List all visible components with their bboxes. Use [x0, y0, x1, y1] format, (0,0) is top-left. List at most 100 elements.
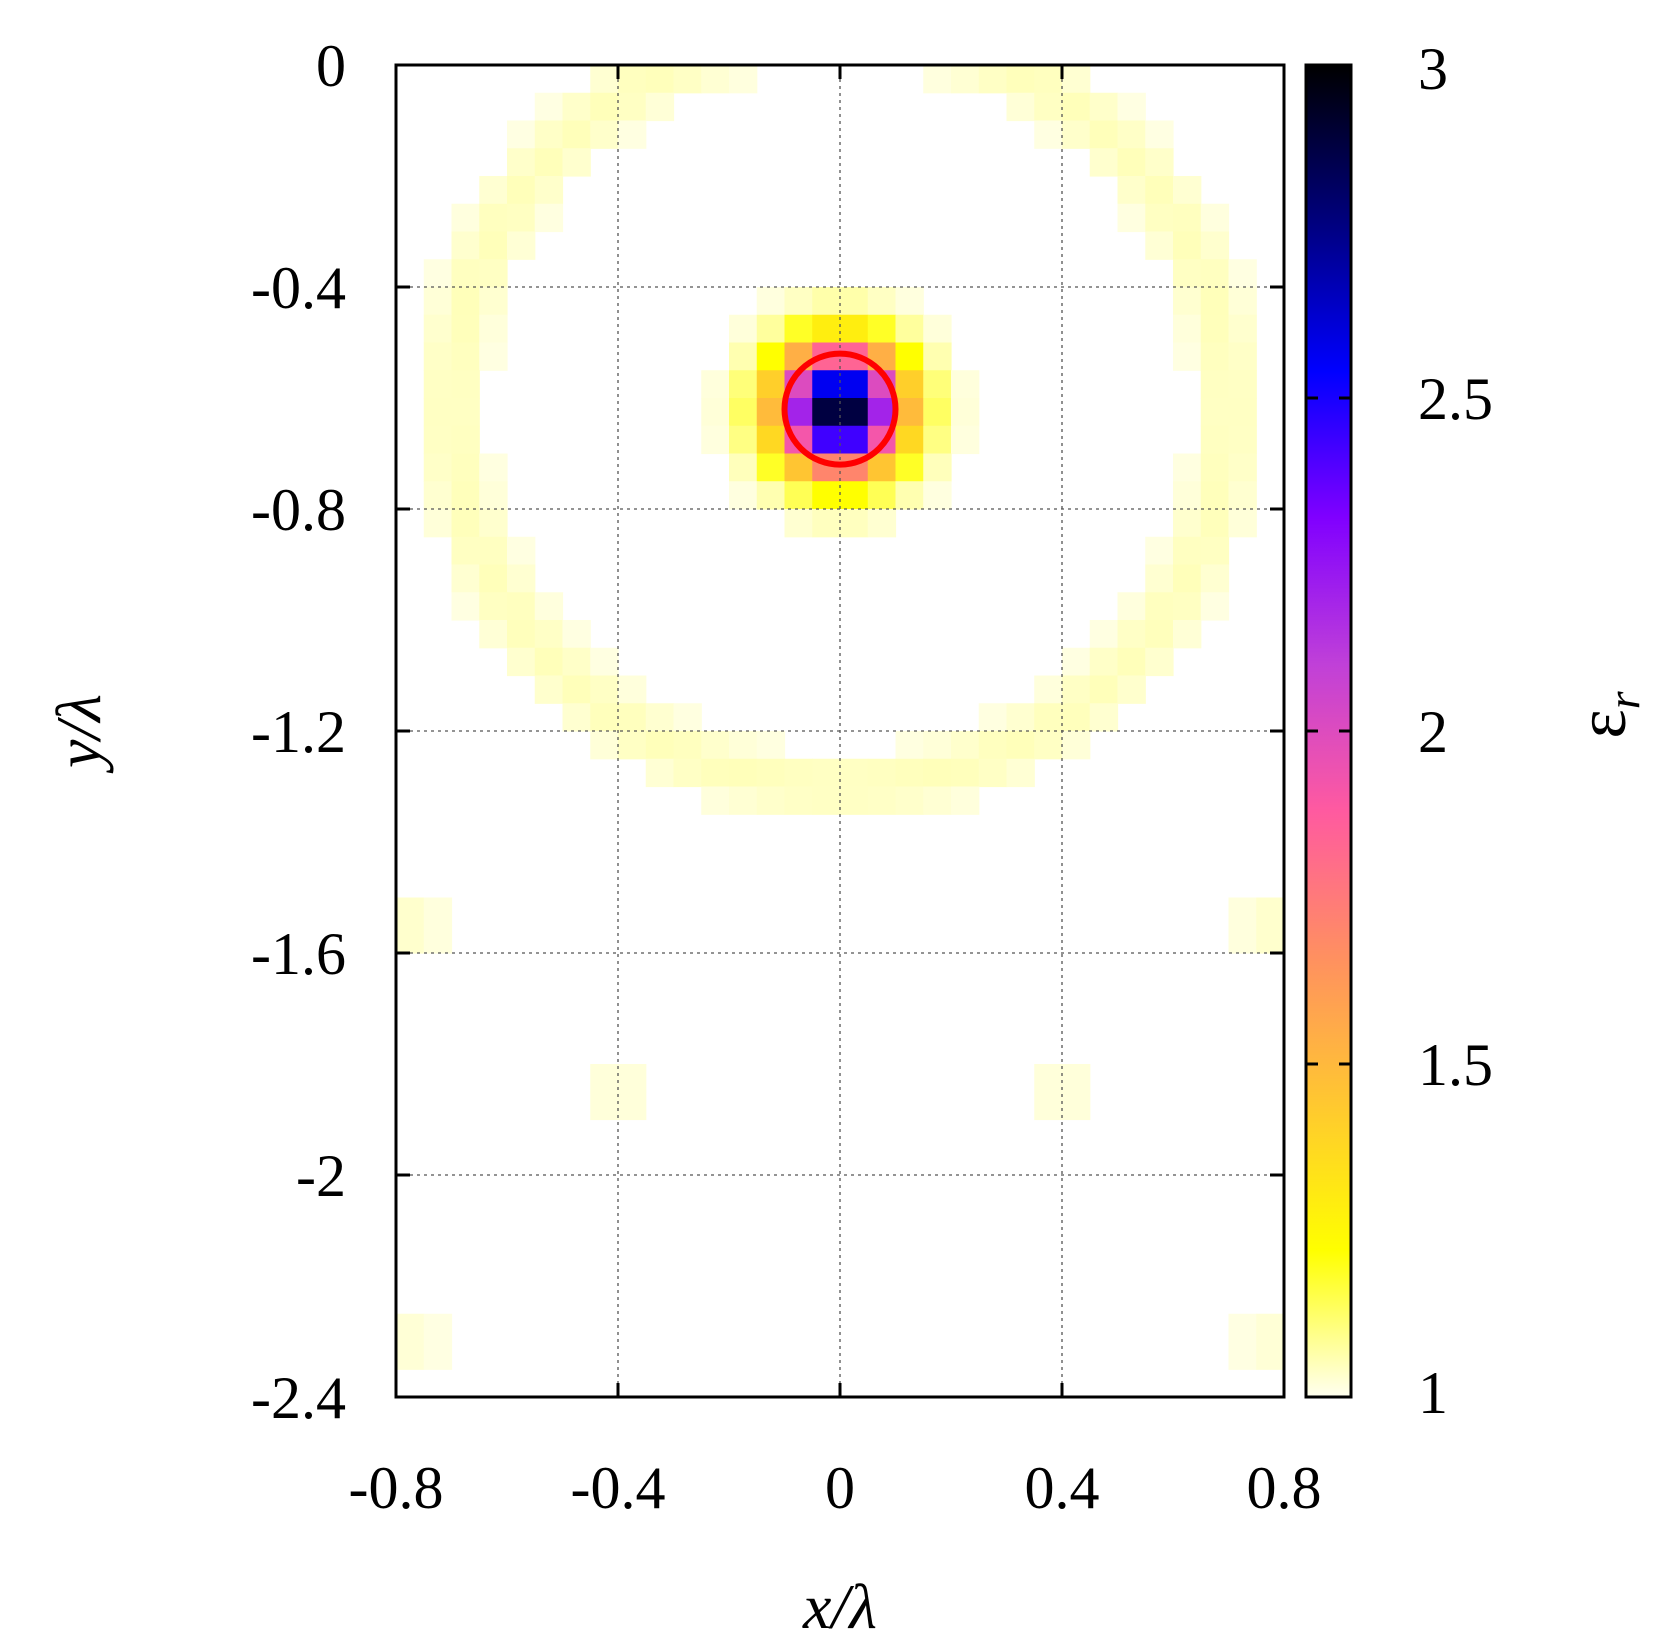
heatmap-cell [756, 758, 786, 788]
heatmap-cell [701, 731, 730, 760]
heatmap-cell [451, 314, 480, 344]
heatmap-cell [895, 342, 924, 371]
heatmap-cell [1006, 65, 1035, 94]
heatmap-cell [701, 758, 730, 788]
heatmap-cell [590, 703, 619, 732]
heatmap-cell [423, 398, 453, 427]
heatmap-cell [1228, 897, 1257, 926]
heatmap-cell [423, 314, 453, 344]
heatmap-cell [1173, 564, 1202, 593]
heatmap-cell [673, 65, 702, 94]
heatmap-cell [534, 92, 564, 122]
heatmap-cell [1145, 620, 1174, 649]
heatmap-cell [840, 758, 869, 788]
heatmap-cell [701, 398, 730, 427]
heatmap-cell [673, 758, 702, 788]
heatmap-cell [423, 453, 453, 482]
heatmap-cell [507, 592, 536, 621]
heatmap-cell [895, 786, 924, 815]
heatmap-cell [1200, 314, 1230, 344]
heatmap-cell [1117, 148, 1146, 177]
heatmap-cell [1062, 120, 1091, 149]
heatmap-cell [1173, 592, 1202, 621]
heatmap-cell [840, 786, 869, 815]
heatmap-cell [1228, 259, 1257, 288]
heatmap-cell [1173, 287, 1202, 316]
heatmap-cell [1062, 1064, 1091, 1093]
heatmap-cell [1089, 148, 1119, 177]
heatmap-cell [812, 370, 841, 399]
heatmap-cell [479, 620, 508, 649]
heatmap-cell [423, 925, 453, 954]
heatmap-cell [729, 758, 758, 788]
heatmap-cell [978, 65, 1008, 94]
heatmap-cell [729, 342, 758, 371]
heatmap-cell [729, 425, 758, 455]
heatmap-cell [618, 731, 647, 760]
y-tick-label: -2 [296, 1143, 346, 1209]
heatmap-cell [618, 1091, 647, 1121]
heatmap-cell [1173, 314, 1202, 344]
heatmap-cell [507, 176, 536, 205]
heatmap-cell [1173, 259, 1202, 288]
colorbar-title-main: ε [1564, 709, 1641, 738]
heatmap-cell [645, 758, 675, 788]
heatmap-cell [1256, 925, 1284, 954]
heatmap-cell [1228, 509, 1257, 538]
heatmap-cell [1200, 592, 1230, 621]
heatmap-cell [1145, 564, 1174, 593]
heatmap-cell [562, 92, 591, 122]
heatmap-cell [923, 342, 952, 371]
heatmap-cell [451, 536, 480, 566]
heatmap-cell [1117, 620, 1146, 649]
colorbar-tick-label: 1 [1418, 1360, 1448, 1426]
heatmap-cell [1228, 342, 1257, 371]
heatmap-cell [923, 398, 952, 427]
heatmap-cell [396, 925, 425, 954]
heatmap-cell [423, 481, 453, 510]
heatmap-cell [1117, 647, 1146, 677]
heatmap-cell [1062, 1091, 1091, 1121]
heatmap-cell [479, 564, 508, 593]
x-tick-label: 0.8 [1247, 1455, 1322, 1521]
heatmap-cell [479, 481, 508, 510]
heatmap-cell [1200, 259, 1230, 288]
heatmap-cell [1228, 314, 1257, 344]
heatmap-cell [1145, 203, 1174, 233]
heatmap-cell [784, 786, 813, 815]
heatmap-cell [812, 481, 841, 510]
heatmap-cell [1228, 453, 1257, 482]
heatmap-cell [923, 370, 952, 399]
heatmap-cell [590, 731, 619, 760]
y-tick-label: 0 [316, 33, 346, 99]
heatmap-cell [1062, 731, 1091, 760]
heatmap-cell [507, 231, 536, 260]
heatmap-cell [923, 786, 952, 815]
heatmap-cell [729, 786, 758, 815]
heatmap-cell [895, 370, 924, 399]
x-tick-label: 0 [825, 1455, 855, 1521]
heatmap-cells [396, 65, 1284, 1370]
heatmap-cell [1200, 203, 1230, 233]
heatmap-cell [1034, 120, 1063, 149]
heatmap-cell [618, 675, 647, 704]
heatmap-cell [451, 370, 480, 399]
heatmap-cell [618, 65, 647, 94]
heatmap-cell [923, 481, 952, 510]
heatmap-cell [423, 259, 453, 288]
heatmap-cell [1173, 481, 1202, 510]
grid-lines [396, 65, 1284, 1397]
heatmap-cell [396, 1341, 425, 1370]
heatmap-cell [701, 425, 730, 455]
heatmap-cell [756, 481, 786, 510]
heatmap-cell [701, 786, 730, 815]
heatmap-cell [1173, 342, 1202, 371]
heatmap-cell [951, 370, 980, 399]
heatmap-cell [479, 259, 508, 288]
heatmap-cell [423, 1341, 453, 1370]
heatmap-cell [645, 703, 675, 732]
heatmap-cell [867, 758, 897, 788]
x-tick-label: -0.4 [571, 1455, 666, 1521]
heatmap-cell [895, 481, 924, 510]
heatmap-cell [562, 675, 591, 704]
